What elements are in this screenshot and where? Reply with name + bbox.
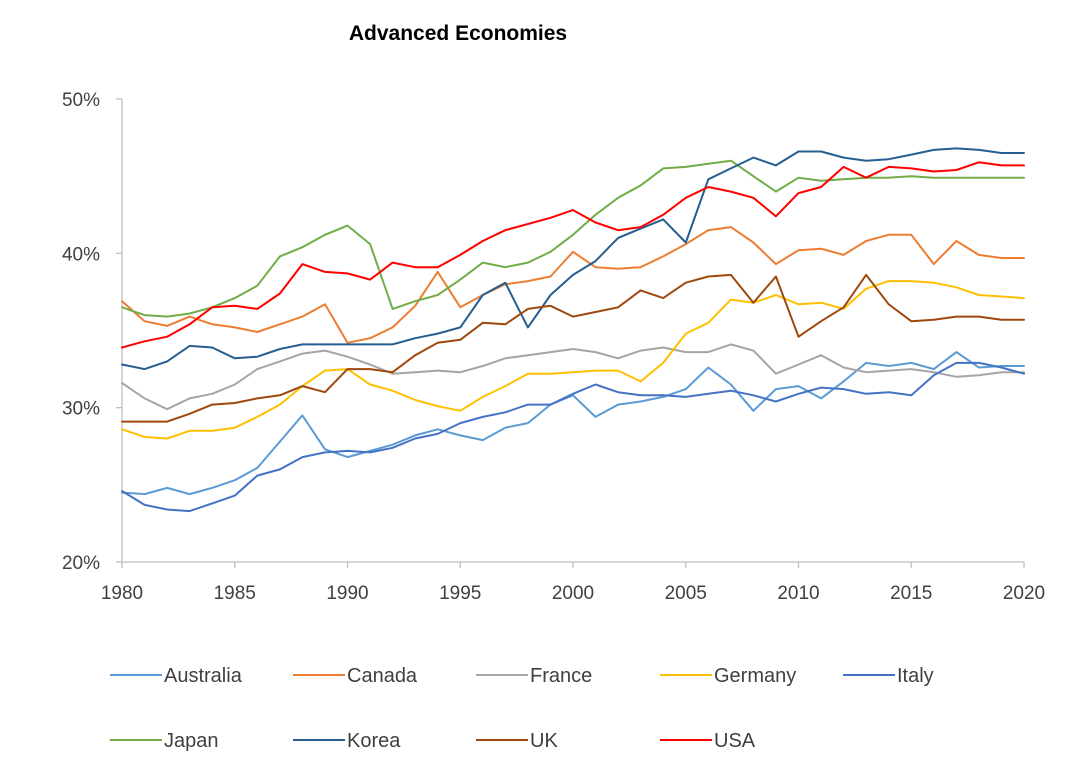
legend-label: Germany	[714, 665, 796, 687]
series-line-australia	[121, 351, 1025, 496]
legend-item-france: France	[476, 665, 592, 687]
legend-item-japan: Japan	[110, 730, 219, 752]
x-tick-label: 2015	[890, 583, 932, 604]
x-tick-label: 1985	[214, 583, 256, 604]
legend-label: Australia	[164, 665, 243, 687]
legend-label: Canada	[347, 665, 418, 687]
legend-item-australia: Australia	[110, 665, 243, 687]
y-tick-label: 40%	[62, 244, 100, 265]
x-tick-label: 1990	[326, 583, 368, 604]
series-line-uk	[121, 273, 1025, 423]
legend-label: Korea	[347, 730, 401, 752]
x-tick-label: 2020	[1003, 583, 1045, 604]
y-tick-label: 50%	[62, 90, 100, 111]
series-line-korea	[121, 147, 1025, 371]
series-line-france	[121, 343, 1025, 411]
legend-label: USA	[714, 730, 756, 752]
chart-title: Advanced Economies	[348, 22, 568, 45]
legend-label: Japan	[164, 730, 219, 752]
legend-item-uk: UK	[476, 730, 558, 752]
x-tick-label: 2000	[552, 583, 594, 604]
series-line-italy	[121, 361, 1025, 513]
series-line-japan	[121, 159, 1025, 318]
x-tick-label: 1980	[101, 583, 143, 604]
legend-item-korea: Korea	[293, 730, 401, 752]
y-tick-label: 30%	[62, 399, 100, 420]
legend-item-italy: Italy	[843, 665, 934, 687]
legend-label: France	[530, 665, 592, 687]
legend-item-canada: Canada	[293, 665, 418, 687]
series-layer	[121, 147, 1025, 513]
legend: Australia Canada France Germany Italy Japan Ko…	[110, 665, 934, 752]
series-line-usa	[121, 161, 1025, 349]
legend-item-usa: USA	[660, 730, 756, 752]
legend-item-germany: Germany	[660, 665, 796, 687]
legend-label: UK	[530, 730, 558, 752]
axes: 20% 30% 40% 50% 1980 1985 1990 1995 2000 2005 2010…	[62, 90, 1045, 604]
legend-label: Italy	[897, 665, 934, 687]
series-line-canada	[121, 226, 1025, 344]
x-tick-label: 1995	[439, 583, 481, 604]
y-tick-label: 20%	[62, 553, 100, 574]
x-tick-label: 2010	[777, 583, 819, 604]
x-tick-label: 2005	[665, 583, 707, 604]
